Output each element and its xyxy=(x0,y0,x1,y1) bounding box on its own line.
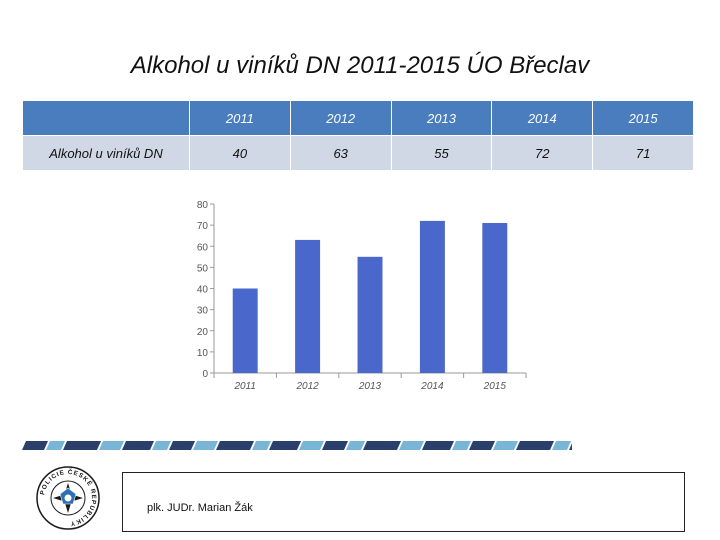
stripe-segment xyxy=(22,441,48,450)
table-header-cell: 2015 xyxy=(592,100,694,136)
stripe-segment xyxy=(216,441,254,450)
stripe-segment xyxy=(469,441,495,450)
stripe-segment xyxy=(322,441,348,450)
table-cell: 55 xyxy=(390,135,493,171)
x-tick-label: 2012 xyxy=(295,381,319,392)
y-tick-label: 80 xyxy=(197,200,209,211)
stripe-segment xyxy=(399,441,424,450)
stripe-segment xyxy=(152,441,171,450)
stripe-segment xyxy=(46,441,65,450)
x-tick-label: 2014 xyxy=(420,381,444,392)
stripe-segment xyxy=(493,441,518,450)
stripe-segment xyxy=(99,441,124,450)
stripe-segment xyxy=(363,441,401,450)
stripe-segment xyxy=(346,441,365,450)
x-tick-label: 2013 xyxy=(358,381,382,392)
y-tick-label: 0 xyxy=(202,369,208,380)
y-tick-label: 60 xyxy=(197,242,209,253)
stripe-segment xyxy=(552,441,571,450)
stripe-segment xyxy=(252,441,271,450)
bar xyxy=(419,220,445,373)
bar xyxy=(357,256,383,373)
stripe-segment xyxy=(516,441,554,450)
table-cell: 63 xyxy=(289,135,392,171)
y-tick-label: 40 xyxy=(197,285,209,296)
table-header-cell: 2011 xyxy=(189,100,291,136)
stripe-segment xyxy=(299,441,324,450)
bar xyxy=(232,288,258,373)
stripe-segment xyxy=(169,441,195,450)
data-table: 2011 2012 2013 2014 2015 Alkohol u viník… xyxy=(22,100,694,171)
y-tick-label: 30 xyxy=(197,306,209,317)
slide-title: Alkohol u viníků DN 2011-2015 ÚO Břeclav xyxy=(130,52,590,79)
stripe-segment xyxy=(422,441,454,450)
stripe-segment xyxy=(122,441,154,450)
stripe-segment xyxy=(269,441,301,450)
table-header-row: 2011 2012 2013 2014 2015 xyxy=(22,100,694,136)
stripe-segment xyxy=(193,441,218,450)
bar xyxy=(482,223,508,373)
table-header-cell: 2012 xyxy=(289,100,392,136)
x-tick-label: 2015 xyxy=(483,381,507,392)
x-tick-label: 2011 xyxy=(233,381,256,392)
table-cell: 71 xyxy=(592,135,694,171)
footer-box: plk. JUDr. Marian Žák xyxy=(122,472,685,532)
police-badge-icon: POLICIE ČESKÉ REPUBLIKY xyxy=(36,466,100,530)
bar xyxy=(295,239,321,373)
stripe-segment xyxy=(63,441,101,450)
y-tick-label: 70 xyxy=(197,221,209,232)
author-label: plk. JUDr. Marian Žák xyxy=(147,502,253,514)
y-tick-label: 20 xyxy=(197,327,209,338)
table-header-cell xyxy=(22,100,190,136)
table-row-label: Alkohol u viníků DN xyxy=(22,135,190,171)
decorative-stripe xyxy=(22,441,572,450)
bar-chart: 0 10 20 30 40 50 60 70 80 2011 2012 2013 2014 2015 xyxy=(197,200,527,392)
y-tick-label: 10 xyxy=(197,348,209,359)
y-tick-label: 50 xyxy=(197,263,209,274)
table-header-cell: 2014 xyxy=(491,100,594,136)
table-cell: 40 xyxy=(189,135,291,171)
stripe-segment xyxy=(452,441,471,450)
table-row: Alkohol u viníků DN 40 63 55 72 71 xyxy=(22,135,694,171)
table-cell: 72 xyxy=(491,135,594,171)
stripe-segment xyxy=(569,441,572,450)
table-header-cell: 2013 xyxy=(390,100,493,136)
